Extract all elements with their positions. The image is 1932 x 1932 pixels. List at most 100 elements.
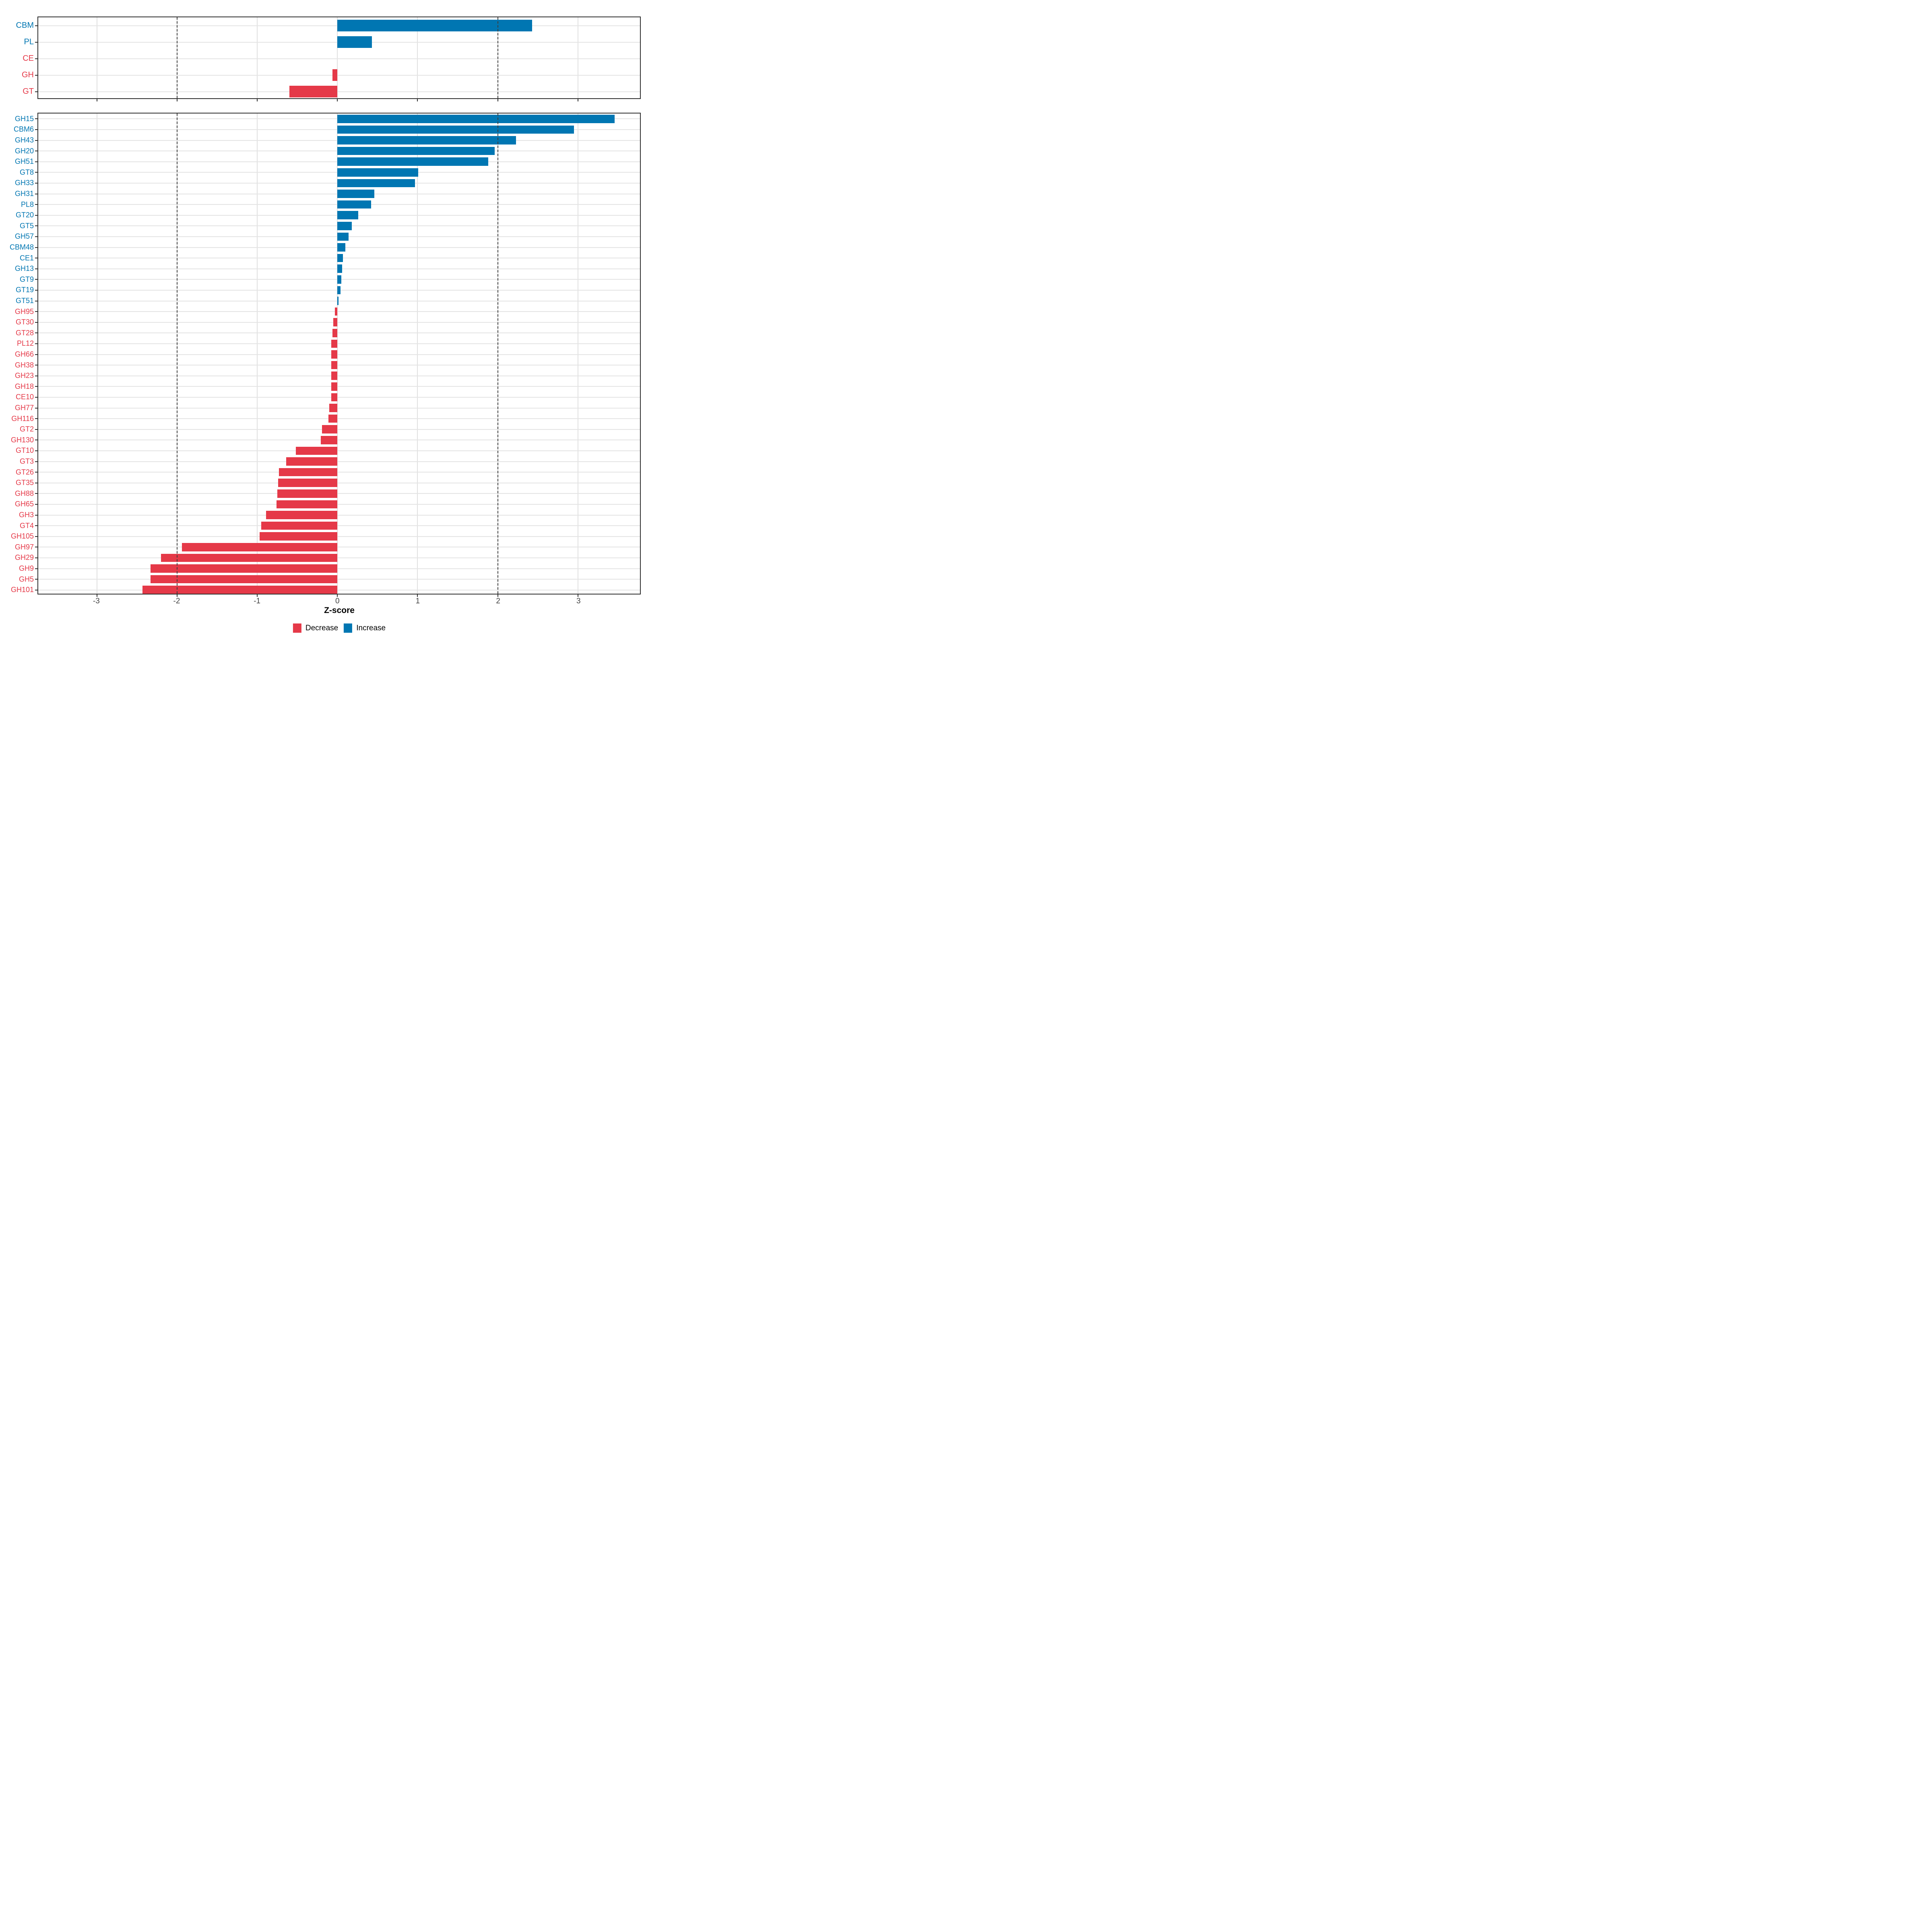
- legend-label-increase: Increase: [356, 623, 386, 632]
- category-label-CE: CE: [23, 54, 34, 63]
- dashed-reference-line-2: [497, 17, 498, 98]
- bar-GT28: [332, 329, 338, 337]
- category-label-GT51: GT51: [15, 296, 34, 305]
- bar-GT8: [337, 168, 419, 177]
- category-label-GT4: GT4: [19, 521, 34, 530]
- gridline-row: [38, 354, 640, 355]
- bar-PL8: [337, 200, 371, 209]
- category-label-GT2: GT2: [19, 425, 34, 433]
- legend: Decrease Increase: [293, 623, 386, 633]
- bar-GT9: [337, 275, 342, 284]
- gridline-x-0: [337, 114, 338, 594]
- category-label-GT20: GT20: [15, 211, 34, 219]
- gridline-row: [38, 536, 640, 537]
- bar-GT4: [261, 521, 338, 530]
- gridline-row: [38, 74, 640, 76]
- bar-GH57: [337, 232, 349, 241]
- bar-CBM: [337, 20, 533, 31]
- category-label-PL12: PL12: [17, 339, 34, 348]
- x-tick-label-2: 2: [496, 597, 500, 605]
- category-label-GH31: GH31: [14, 189, 34, 198]
- panel-class-level: CBM PL CE GH GT: [16, 17, 641, 101]
- bar-GH33: [337, 179, 415, 188]
- dashed-reference-line--2: [177, 17, 178, 98]
- category-label-CBM: CBM: [16, 21, 34, 30]
- x-axis-tick: [337, 594, 338, 597]
- bar-CBM48: [337, 243, 346, 252]
- gridline-x--1: [257, 17, 258, 98]
- gridline-row: [38, 493, 640, 494]
- y-axis-tick: [35, 461, 38, 462]
- gridline-row: [38, 472, 640, 473]
- gridline-x-1: [417, 114, 418, 594]
- y-axis-tick: [35, 568, 38, 569]
- bar-GH31: [337, 190, 374, 198]
- category-label-GH38: GH38: [14, 361, 34, 369]
- y-axis-tick: [35, 41, 38, 43]
- y-axis-tick: [35, 140, 38, 141]
- y-axis-tick: [35, 396, 38, 398]
- y-axis-tick: [35, 204, 38, 205]
- category-label-GH105: GH105: [10, 532, 34, 541]
- category-label-GT10: GT10: [15, 446, 34, 455]
- bar-GH101: [142, 586, 338, 594]
- bar-GH9: [151, 564, 338, 573]
- y-axis-tick: [35, 279, 38, 280]
- y-axis-tick: [35, 354, 38, 355]
- x-axis-tick: [497, 98, 498, 101]
- category-label-GH: GH: [22, 70, 34, 79]
- bar-GH66: [331, 350, 338, 359]
- panel-family-plot-area: [38, 114, 640, 594]
- category-label-GT8: GT8: [19, 168, 34, 176]
- gridline-x-1: [417, 17, 418, 98]
- gridline-row: [38, 525, 640, 526]
- bar-GT30: [333, 318, 338, 326]
- gridline-row: [38, 58, 640, 59]
- category-label-GH97: GH97: [14, 543, 34, 551]
- increase-color-swatch: [344, 623, 353, 633]
- category-label-GH95: GH95: [14, 307, 34, 316]
- category-label-GT30: GT30: [15, 318, 34, 326]
- x-axis-tick: [257, 594, 258, 597]
- y-axis-tick: [35, 322, 38, 323]
- category-label-GT5: GT5: [19, 221, 34, 230]
- bar-GH29: [161, 553, 338, 562]
- bar-GT10: [295, 446, 338, 455]
- category-label-GH43: GH43: [14, 136, 34, 144]
- bar-GH116: [328, 414, 338, 423]
- x-tick-label--1: -1: [254, 597, 261, 605]
- bar-GT19: [337, 286, 341, 295]
- y-axis-tick: [35, 525, 38, 526]
- bar-CBM6: [337, 125, 574, 134]
- gridline-row: [38, 557, 640, 558]
- x-tick-label--3: -3: [93, 597, 100, 605]
- gridline-row: [38, 514, 640, 516]
- bar-GH97: [182, 543, 338, 551]
- category-label-GH33: GH33: [14, 179, 34, 187]
- gridline-row: [38, 429, 640, 430]
- gridline-row: [38, 396, 640, 398]
- category-label-GT28: GT28: [15, 328, 34, 337]
- zscore-figure: CBM PL CE GH GT GH15 CBM6 GH43 GH20 GH51 GT8 GH33 G…: [0, 0, 644, 644]
- category-label-GT3: GT3: [19, 457, 34, 465]
- x-axis-tick: [337, 98, 338, 101]
- gridline-row: [38, 579, 640, 580]
- bar-GT51: [337, 297, 339, 305]
- bar-GH18: [331, 382, 338, 391]
- category-label-GH9: GH9: [19, 564, 34, 572]
- y-axis-tick: [35, 91, 38, 92]
- x-axis-title: Z-score: [324, 606, 355, 615]
- legend-label-decrease: Decrease: [305, 623, 339, 632]
- x-axis-tick: [177, 594, 178, 597]
- x-tick-label-0: 0: [335, 597, 340, 605]
- category-label-GT9: GT9: [19, 275, 34, 283]
- gridline-row: [38, 332, 640, 334]
- y-axis-tick: [35, 289, 38, 291]
- legend-item-decrease: Decrease: [293, 623, 338, 633]
- category-label-CE1: CE1: [19, 254, 34, 262]
- decrease-color-swatch: [293, 623, 301, 633]
- category-label-GH65: GH65: [14, 500, 34, 508]
- gridline-row: [38, 322, 640, 323]
- x-axis-tick: [177, 98, 178, 101]
- legend-item-increase: Increase: [344, 623, 386, 633]
